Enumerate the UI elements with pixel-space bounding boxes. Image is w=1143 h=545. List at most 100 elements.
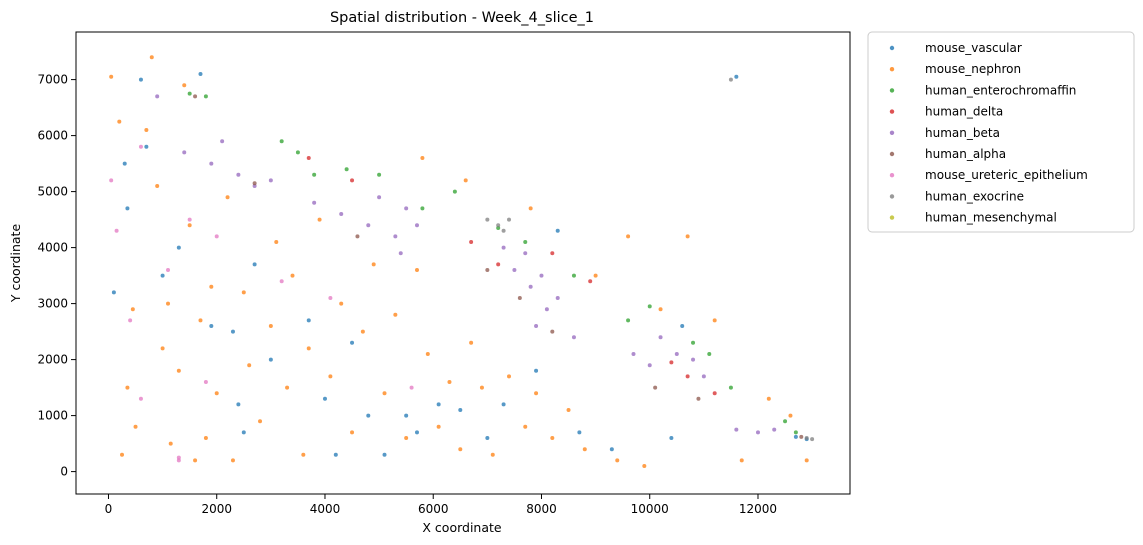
data-point [241,290,246,295]
data-point [658,335,663,340]
data-point [306,318,311,323]
data-point [452,189,457,194]
data-point [772,427,777,432]
data-point [539,273,544,278]
data-point [485,436,490,440]
x-tick-label: 0 [105,502,113,516]
data-point [339,301,344,306]
data-point [328,374,333,379]
data-point [398,251,403,256]
data-point [414,430,419,435]
data-point [125,206,130,211]
data-point [111,290,116,295]
data-point [691,340,696,345]
data-point [187,217,192,222]
data-point [306,156,311,160]
data-point [653,385,658,390]
data-point [241,430,246,435]
data-point [382,391,387,396]
data-point [458,447,463,452]
data-point [322,396,327,401]
data-point [728,385,733,390]
data-point [523,424,528,429]
x-tick-label: 2000 [201,502,232,516]
data-point [350,178,355,183]
data-point [193,458,198,463]
data-point [160,346,165,351]
data-point [414,223,419,228]
data-point [517,296,522,300]
data-point [225,195,230,200]
series-mouse_nephron [109,55,809,468]
data-point [544,307,549,312]
data-point [344,167,349,172]
data-point [393,312,398,317]
data-point [317,217,322,222]
data-point [366,413,371,418]
x-axis-ticks: 0 2000 4000 6000 8000 10000 12000 [105,494,777,516]
series-mouse_vascular [111,72,809,457]
data-point [766,396,771,401]
data-point [333,452,338,457]
data-point [252,184,257,188]
data-point [155,184,160,188]
x-tick-label: 10000 [631,502,669,516]
data-point [609,447,614,452]
data-point [783,419,788,424]
data-point [382,452,387,457]
legend-marker [889,130,895,135]
data-point [534,324,539,328]
data-point [203,94,208,99]
data-point [658,307,663,312]
data-point [176,245,181,250]
y-tick-label: 5000 [37,185,68,199]
data-point [707,352,712,356]
data-point [534,368,539,373]
data-point [593,273,598,278]
data-point [501,245,506,250]
data-point [198,318,203,323]
series-human_alpha [193,94,804,439]
data-point [615,458,620,463]
legend-label: human_exocrine [925,189,1024,203]
legend-marker [889,151,895,157]
data-point [528,206,533,211]
x-tick-label: 6000 [418,502,449,516]
legend-marker [889,88,895,93]
data-point [377,195,382,200]
data-point [350,430,355,435]
data-point [507,217,512,222]
legend-box [867,31,1135,233]
data-point [114,228,119,233]
data-point [214,234,219,239]
data-point [128,318,133,323]
data-point [799,434,804,439]
data-point [328,296,333,300]
data-point [268,178,273,183]
legend-marker [889,215,895,220]
data-point [550,251,555,256]
series-human_enterochromaffin [187,91,798,435]
series-human_beta [155,94,777,435]
data-point [793,430,798,435]
data-point [755,430,760,435]
data-point [295,150,300,155]
data-point [685,374,690,379]
data-point [534,391,539,396]
data-point [168,441,173,446]
data-point [485,268,490,272]
data-point [436,424,441,429]
data-point [469,240,474,244]
legend-label: human_beta [925,126,1000,140]
data-point [485,217,490,222]
data-point [728,77,733,82]
series-human_delta [306,156,717,396]
y-tick-label: 1000 [37,409,68,423]
data-point [469,340,474,345]
data-point [236,402,241,407]
data-point [203,436,208,440]
data-point [582,447,587,452]
data-point [523,251,528,256]
legend-label: mouse_vascular [925,41,1022,55]
data-point [734,427,739,432]
